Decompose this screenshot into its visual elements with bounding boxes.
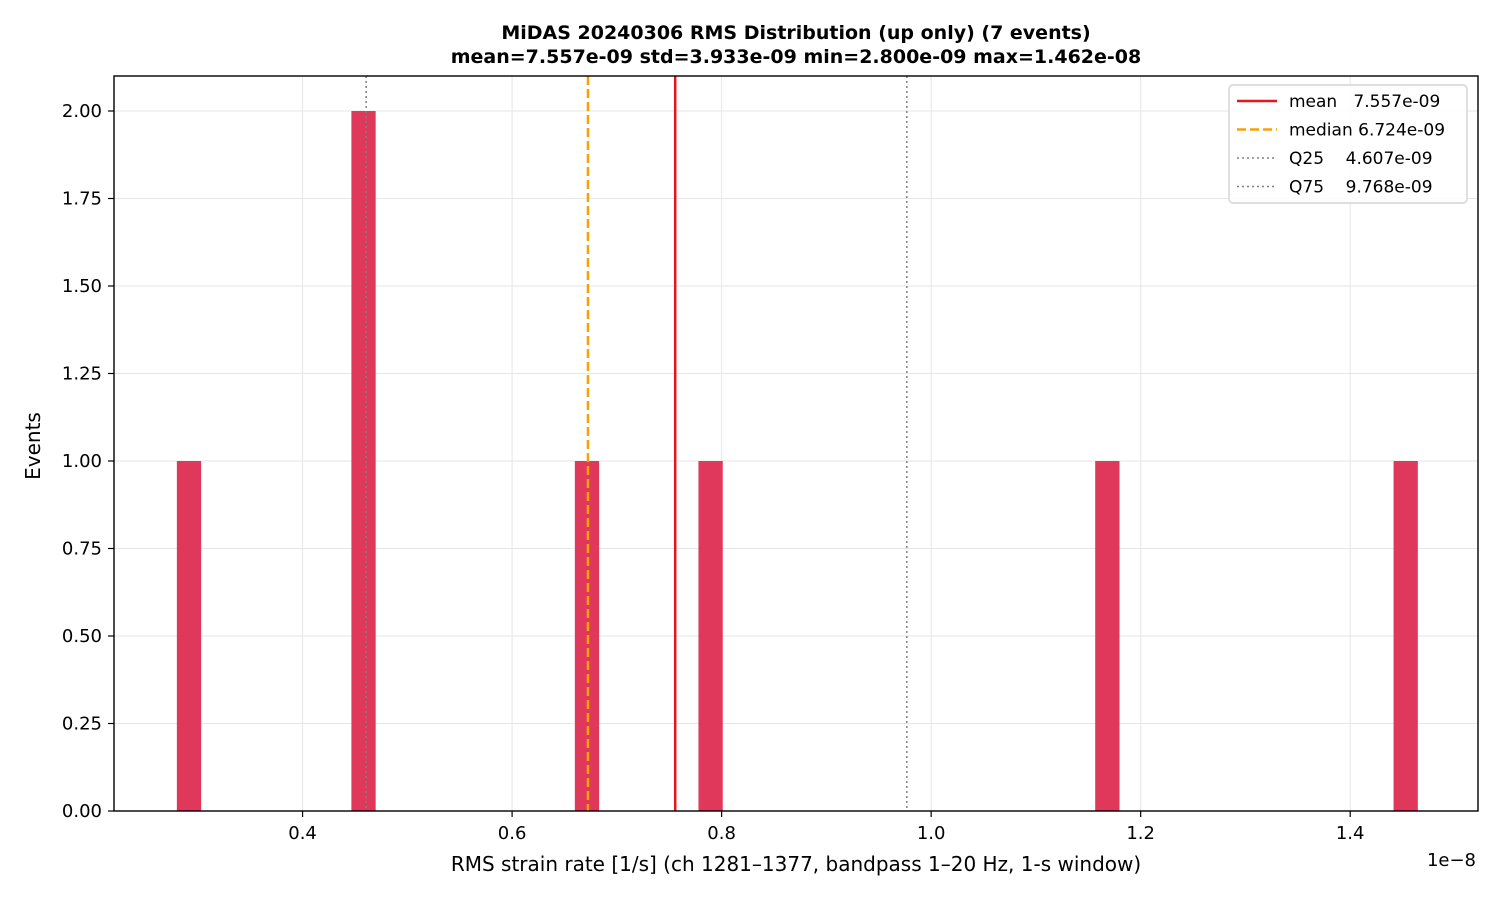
y-tick-label: 1.25 — [62, 364, 102, 385]
statistic-lines — [365, 76, 908, 811]
y-tick-label: 1.75 — [62, 189, 102, 210]
chart-title-line2: mean=7.557e-09 std=3.933e-09 min=2.800e-… — [451, 46, 1142, 68]
y-tick-label: 0.50 — [62, 626, 102, 647]
y-tick-label: 1.50 — [62, 276, 102, 297]
y-tick-label: 0.00 — [62, 801, 102, 822]
x-tick-label: 0.6 — [498, 823, 527, 844]
legend-label-2: Q25 4.607e-09 — [1289, 149, 1433, 169]
histogram-bar-4 — [1095, 461, 1120, 811]
x-tick-label: 1.2 — [1126, 823, 1155, 844]
x-tick-label: 0.4 — [288, 823, 317, 844]
histogram-bar-1 — [351, 111, 376, 811]
legend-label-3: Q75 9.768e-09 — [1289, 178, 1433, 198]
histogram-bar-3 — [698, 461, 723, 811]
x-axis-ticks: 0.4 0.6 0.8 1.0 1.2 1.4 — [288, 811, 1365, 844]
x-axis-label: RMS strain rate [1/s] (ch 1281–1377, ban… — [451, 852, 1141, 876]
y-tick-label: 1.00 — [62, 451, 102, 472]
y-tick-label: 2.00 — [62, 101, 102, 122]
x-axis-offset-label: 1e−8 — [1427, 850, 1476, 871]
legend-label-0: mean 7.557e-09 — [1289, 92, 1440, 112]
legend-label-1: median 6.724e-09 — [1289, 121, 1445, 141]
legend-box — [1228, 84, 1468, 204]
y-axis-ticks: 0.00 0.25 0.50 0.75 1.00 1.25 1.50 1.75 2.00 — [62, 101, 114, 822]
plot-frame — [113, 75, 1479, 812]
chart-title-line1: MiDAS 20240306 RMS Distribution (up only… — [501, 22, 1090, 44]
x-tick-label: 1.4 — [1336, 823, 1365, 844]
histogram-bar-5 — [1393, 461, 1418, 811]
y-axis-label: Events — [21, 412, 45, 480]
x-tick-label: 0.8 — [707, 823, 736, 844]
histogram-bar-0 — [176, 461, 202, 811]
y-tick-label: 0.25 — [62, 714, 102, 735]
legend: mean 7.557e-09 median 6.724e-09 Q25 4.607e… — [1228, 84, 1468, 204]
y-tick-label: 0.75 — [62, 539, 102, 560]
x-tick-label: 1.0 — [917, 823, 946, 844]
